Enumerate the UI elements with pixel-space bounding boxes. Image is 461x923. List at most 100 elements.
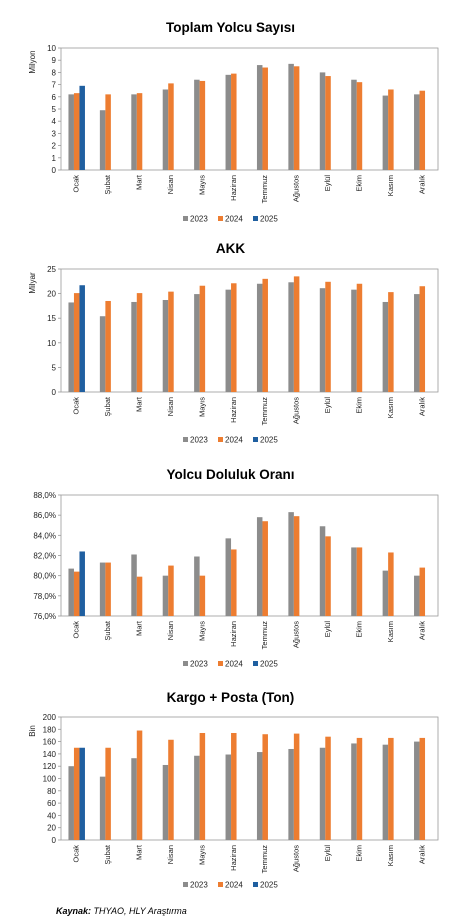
x-tick-label: Aralık [417, 845, 426, 864]
bar-2024-Mart [136, 730, 143, 840]
bar-2023-Şubat [99, 776, 106, 840]
bar-2024-Nisan [168, 291, 174, 392]
x-tick-label: Haziran [229, 845, 238, 871]
y-tick-label: 25 [47, 265, 56, 274]
x-tick-label: Aralık [417, 397, 426, 416]
cargo-chart: 0 20 40 60 80 100 120 140 160 180 200 Bin Ocak Şubat M… [28, 713, 439, 890]
legend-swatch [253, 437, 258, 442]
plot-frame [60, 268, 439, 393]
x-tick-label: Mart [135, 396, 144, 412]
y-tick-label: 78,0% [33, 592, 56, 601]
chart-title: AKK [215, 241, 246, 256]
bar-2023-Ağustos [288, 748, 294, 840]
bar-2024-Mayıs [199, 732, 206, 840]
bar-2023-Şubat [99, 316, 106, 392]
x-tick-label: Kasım [386, 397, 395, 418]
y-tick-label: 5 [52, 105, 57, 114]
plot-frame [60, 494, 439, 617]
x-tick-label: Ocak [72, 621, 81, 639]
legend-label: 2024 [225, 660, 243, 669]
x-tick-label: Şubat [103, 620, 112, 641]
bar-2024-Ağustos [293, 516, 300, 616]
x-tick-label: Nisan [166, 175, 175, 194]
legend-swatch [218, 661, 223, 666]
x-tick-label: Eylül [323, 621, 332, 638]
source-label: Kaynak: [56, 906, 92, 916]
bar-2023-Eylül [319, 747, 326, 840]
bar-2024-Mart [136, 93, 143, 170]
x-tick-label: Ocak [72, 845, 81, 863]
bar-2023-Nisan [162, 299, 169, 392]
bar-2024-Mayıs [199, 80, 206, 170]
bar-2023-Nisan [162, 575, 169, 616]
plot-frame [60, 716, 439, 841]
x-tick-label: Temmuz [260, 397, 269, 426]
bar-2023-Temmuz [256, 283, 263, 392]
bar-2023-Ekim [351, 289, 357, 392]
y-tick-label: 8 [52, 68, 57, 77]
bar-2023-Ağustos [288, 512, 294, 616]
x-tick-label: Mayıs [197, 175, 206, 195]
y-tick-label: 2 [52, 142, 57, 151]
x-tick-label: Ağustos [292, 621, 301, 648]
bar-2024-Aralık [419, 286, 426, 392]
bar-2023-Mayıs [194, 556, 200, 616]
legend-label: 2023 [190, 660, 208, 669]
bar-2023-Nisan [162, 764, 169, 840]
bar-2025-Ocak [79, 285, 85, 392]
x-tick-label: Eylül [323, 845, 332, 862]
y-tick-label: 3 [52, 129, 57, 138]
y-tick-label: 6 [52, 93, 57, 102]
bar-2023-Temmuz [256, 517, 263, 616]
bar-2023-Haziran [225, 74, 232, 170]
bar-2024-Şubat [105, 562, 111, 616]
y-tick-label: 7 [52, 81, 57, 90]
bar-2024-Ağustos [293, 733, 300, 840]
bar-2025-Ocak [79, 85, 85, 170]
y-tick-label: 80 [47, 787, 56, 796]
bar-2024-Eylül [325, 536, 331, 616]
x-tick-label: Ocak [72, 397, 81, 415]
x-tick-label: Ekim [354, 845, 363, 862]
legend-label: 2023 [190, 436, 208, 445]
x-tick-label: Kasım [386, 175, 395, 196]
x-tick-label: Eylül [323, 175, 332, 192]
source-text: THYAO, HLY Araştırma [93, 906, 187, 916]
bar-2023-Mart [131, 554, 137, 616]
legend-label: 2025 [260, 881, 278, 890]
bar-2023-Ocak [68, 302, 74, 392]
bar-2025-Ocak [79, 747, 85, 840]
legend: 2023 2024 2025 [183, 436, 278, 445]
y-tick-label: 15 [47, 314, 56, 323]
y-tick-label: 0 [52, 166, 57, 175]
bar-2024-Eylül [325, 281, 331, 392]
y-axis-label: Bin [28, 725, 37, 737]
bar-2024-Ocak [73, 571, 80, 616]
bar-2023-Ocak [68, 568, 74, 616]
bar-2024-Haziran [231, 283, 237, 392]
y-axis-label: Milyon [28, 50, 37, 73]
legend-swatch [218, 437, 223, 442]
legend: 2023 2024 2025 [183, 660, 278, 669]
y-tick-label: 86,0% [33, 511, 56, 520]
bar-2024-Eylül [325, 736, 331, 840]
x-tick-label: Kasım [386, 845, 395, 866]
x-tick-label: Ekim [354, 175, 363, 192]
y-tick-label: 5 [52, 363, 57, 372]
legend-label: 2024 [225, 881, 243, 890]
legend-swatch [183, 216, 188, 221]
chart-title: Kargo + Posta (Ton) [166, 690, 295, 705]
y-tick-label: 20 [47, 824, 56, 833]
bar-2024-Nisan [168, 565, 174, 616]
bar-2023-Kasım [382, 301, 389, 392]
legend-label: 2023 [190, 881, 208, 890]
bar-2024-Ağustos [293, 276, 300, 392]
x-tick-label: Eylül [323, 397, 332, 414]
bar-2023-Kasım [382, 570, 389, 616]
y-tick-label: 100 [43, 775, 57, 784]
bar-2023-Temmuz [256, 752, 263, 840]
bar-2023-Ocak [68, 94, 74, 170]
bar-2023-Eylül [319, 72, 326, 170]
bar-2023-Şubat [99, 110, 106, 170]
bar-2023-Kasım [382, 95, 389, 170]
